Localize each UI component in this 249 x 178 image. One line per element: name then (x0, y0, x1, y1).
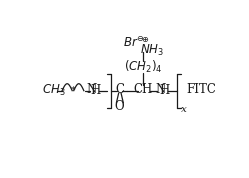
Text: *: * (71, 85, 75, 94)
Text: CH: CH (133, 83, 152, 96)
Text: C: C (115, 83, 124, 96)
Text: FITC: FITC (187, 83, 217, 96)
Text: N: N (86, 83, 97, 96)
Text: $(CH_2)_4$: $(CH_2)_4$ (124, 59, 163, 75)
Text: x: x (181, 105, 187, 114)
Text: $\overset{\oplus}{N}H_3$: $\overset{\oplus}{N}H_3$ (140, 35, 164, 58)
Text: O: O (115, 100, 124, 113)
Text: N: N (155, 83, 166, 96)
Text: $Br^{\ominus}$: $Br^{\ominus}$ (123, 36, 145, 50)
Text: H: H (90, 84, 101, 97)
Text: $CH_3$: $CH_3$ (42, 83, 65, 98)
Text: H: H (159, 84, 170, 97)
